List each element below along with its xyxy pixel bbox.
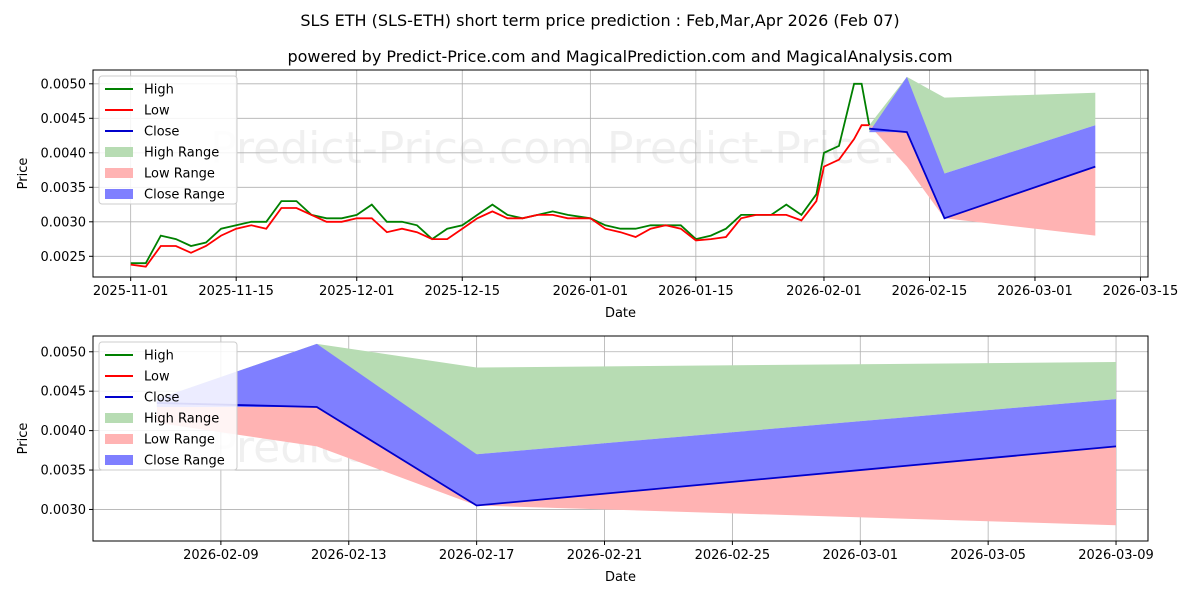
x-tick-label: 2025-12-15	[424, 284, 500, 299]
y-tick-label: 0.0045	[41, 112, 87, 127]
legend: High Low Close High Range Low Range Close Ran…	[98, 341, 238, 471]
y-tick-label: 0.0040	[41, 424, 87, 439]
legend-high-label: High	[144, 83, 174, 98]
y-axis-label: Price	[16, 423, 31, 455]
x-tick-label: 2026-03-01	[822, 548, 898, 563]
axes-frame	[92, 335, 1149, 542]
legend-high-range-swatch	[105, 413, 133, 423]
price-history-panel: 2025-11-01 2025-11-15 2025-12-01 2025-12-15…	[16, 69, 1179, 321]
legend-close-range-swatch	[105, 455, 133, 465]
legend-high-label: High	[144, 349, 174, 364]
legend-low-label: Low	[144, 104, 170, 119]
legend-high-range-label: High Range	[144, 146, 219, 161]
legend-high-range-swatch	[105, 147, 133, 157]
y-tick-label: 0.0035	[41, 464, 87, 479]
x-tick-label: 2026-01-01	[553, 284, 629, 299]
legend-box	[98, 75, 238, 205]
x-tick-label: 2026-03-15	[1103, 284, 1179, 299]
legend-high-range-label: High Range	[144, 412, 219, 427]
x-tick-label: 2026-02-13	[311, 548, 387, 563]
legend-low-range-swatch	[105, 168, 133, 178]
x-tick-label: 2026-03-09	[1078, 548, 1154, 563]
close-range-band	[156, 343, 1116, 506]
x-tick-label: 2026-01-15	[658, 284, 734, 299]
y-tick-label: 0.0040	[41, 146, 87, 161]
x-tick-label: 2026-02-09	[183, 548, 259, 563]
x-tick-label: 2026-02-17	[439, 548, 515, 563]
y-tick-label: 0.0050	[41, 77, 87, 92]
legend-low-range-swatch	[105, 434, 133, 444]
close-series-line	[869, 127, 1096, 220]
watermark-top: Predict-Price.com Predict-Price.com	[210, 123, 989, 174]
legend-box	[98, 341, 238, 471]
legend-close-range-label: Close Range	[144, 454, 225, 469]
y-tick-label: 0.0050	[41, 345, 87, 360]
legend-close-label: Close	[144, 391, 179, 406]
x-axis-label: Date	[605, 570, 636, 585]
legend-close-range-swatch	[105, 189, 133, 199]
prediction-zoom-panel: 2026-02-09 2026-02-13 2026-02-17 2026-02-21…	[16, 335, 1154, 585]
x-tick-label: 2026-02-01	[786, 284, 862, 299]
legend-low-label: Low	[144, 370, 170, 385]
legend-close-range-label: Close Range	[144, 188, 225, 203]
low-series-line	[130, 124, 870, 268]
x-tick-label: 2026-03-05	[950, 548, 1026, 563]
x-tick-label: 2026-02-25	[695, 548, 771, 563]
axes-frame	[92, 69, 1149, 278]
chart-title: SLS ETH (SLS-ETH) short term price predi…	[300, 11, 899, 30]
x-tick-label: 2026-03-01	[997, 284, 1073, 299]
y-tick-label: 0.0045	[41, 385, 87, 400]
y-tick-label: 0.0030	[41, 215, 87, 230]
legend-close-label: Close	[144, 125, 179, 140]
x-axis-label: Date	[605, 306, 636, 321]
low-range-band	[869, 125, 1096, 236]
x-tick-label: 2025-12-01	[319, 284, 395, 299]
x-tick-label: 2026-02-15	[892, 284, 968, 299]
y-tick-label: 0.0030	[41, 503, 87, 518]
y-tick-label: 0.0025	[41, 250, 87, 265]
legend: High Low Close High Range Low Range Close Ran…	[98, 75, 238, 205]
legend-low-range-label: Low Range	[144, 167, 215, 182]
y-tick-label: 0.0035	[41, 181, 87, 196]
close-range-band	[869, 76, 1096, 219]
legend-low-range-label: Low Range	[144, 433, 215, 448]
x-tick-label: 2025-11-01	[93, 284, 169, 299]
x-tick-label: 2026-02-21	[567, 548, 643, 563]
x-tick-label: 2025-11-15	[198, 284, 274, 299]
y-axis-label: Price	[16, 158, 31, 190]
chart-subtitle: powered by Predict-Price.com and Magical…	[287, 47, 952, 66]
low-range-band	[156, 399, 1116, 526]
